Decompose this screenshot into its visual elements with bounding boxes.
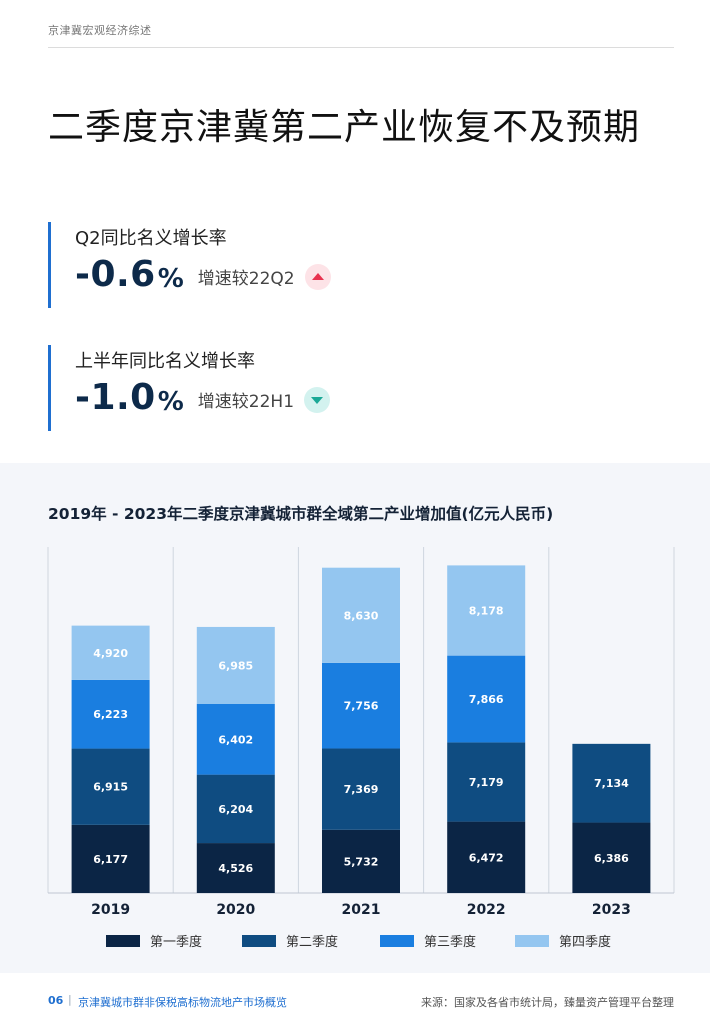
bar-segment bbox=[572, 822, 651, 893]
bar-segment bbox=[196, 703, 275, 775]
kpi-label: 上半年同比名义增长率 bbox=[75, 351, 255, 372]
kpi-value: -1.0 bbox=[75, 377, 156, 418]
x-tick-label: 2019 bbox=[91, 902, 130, 918]
bar-segment bbox=[322, 748, 400, 830]
bar-segment bbox=[447, 655, 526, 743]
x-tick-label: 2021 bbox=[342, 902, 381, 918]
footer-separator: | bbox=[68, 993, 72, 1006]
legend-label: 第三季度 bbox=[424, 934, 476, 950]
data-label: 6,402 bbox=[218, 733, 253, 746]
data-label: 6,204 bbox=[218, 803, 253, 816]
data-label: 7,369 bbox=[344, 783, 379, 796]
report-title: 京津冀城市群非保税高标物流地产市场概览 bbox=[78, 996, 287, 1009]
chart-title: 2019年 - 2023年二季度京津冀城市群全域第二产业增加值(亿元人民币) bbox=[48, 505, 554, 523]
bar-segment bbox=[71, 824, 150, 893]
bar-segment bbox=[322, 662, 400, 749]
data-label: 6,915 bbox=[93, 781, 128, 794]
data-label: 6,223 bbox=[93, 708, 128, 721]
bar-segment bbox=[572, 743, 651, 823]
legend-swatch bbox=[515, 935, 549, 947]
data-label: 7,866 bbox=[469, 693, 504, 706]
data-label: 4,526 bbox=[218, 862, 253, 875]
bar-segment bbox=[447, 565, 526, 656]
source-note: 来源：国家及各省市统计局，臻量资产管理平台整理 bbox=[421, 996, 674, 1009]
data-label: 7,134 bbox=[594, 777, 629, 790]
header-divider bbox=[48, 47, 674, 48]
x-tick-label: 2023 bbox=[592, 902, 631, 918]
arrow-up-icon bbox=[304, 263, 331, 290]
kpi-h1-growth: 上半年同比名义增长率 -1.0 % 增速较22H1 bbox=[48, 345, 475, 431]
kpi-value: -0.6 bbox=[75, 254, 156, 295]
data-label: 5,732 bbox=[344, 855, 379, 868]
bar-segment bbox=[322, 567, 400, 663]
kpi-unit: % bbox=[157, 386, 184, 417]
bar-segment bbox=[447, 821, 526, 893]
data-label: 6,177 bbox=[93, 853, 128, 866]
data-label: 8,630 bbox=[344, 609, 379, 622]
kpi-compare-label: 增速较22Q2 bbox=[197, 269, 295, 289]
page-number: 06 bbox=[48, 994, 64, 1007]
legend-label: 第二季度 bbox=[286, 934, 338, 950]
bar-segment bbox=[322, 829, 400, 893]
data-label: 6,985 bbox=[218, 659, 253, 672]
legend-label: 第四季度 bbox=[559, 934, 611, 950]
legend-swatch bbox=[242, 935, 276, 947]
bar-segment bbox=[447, 742, 526, 822]
arrow-down-icon bbox=[304, 386, 331, 413]
x-tick-label: 2020 bbox=[216, 902, 255, 918]
kpi-q2-growth: Q2同比名义增长率 -0.6 % 增速较22Q2 bbox=[48, 222, 475, 308]
bar-segment bbox=[71, 625, 150, 680]
data-label: 6,386 bbox=[594, 852, 629, 865]
bar-segment bbox=[196, 843, 275, 893]
legend-swatch bbox=[380, 935, 414, 947]
legend-label: 第一季度 bbox=[150, 934, 202, 950]
data-label: 7,756 bbox=[344, 700, 379, 713]
data-label: 4,920 bbox=[93, 647, 128, 660]
data-label: 7,179 bbox=[469, 776, 504, 789]
section-label: 京津冀宏观经济综述 bbox=[48, 24, 152, 37]
bar-segment bbox=[196, 626, 275, 704]
bar-segment bbox=[196, 774, 275, 844]
legend-swatch bbox=[106, 935, 140, 947]
bar-segment bbox=[71, 748, 150, 825]
bar-segment bbox=[71, 679, 150, 749]
kpi-label: Q2同比名义增长率 bbox=[75, 228, 227, 249]
page-title: 二季度京津冀第二产业恢复不及预期 bbox=[48, 107, 641, 148]
kpi-unit: % bbox=[157, 263, 184, 294]
data-label: 8,178 bbox=[469, 605, 504, 618]
data-label: 6,472 bbox=[469, 851, 504, 864]
kpi-compare-label: 增速较22H1 bbox=[197, 392, 295, 412]
x-tick-label: 2022 bbox=[467, 902, 506, 918]
